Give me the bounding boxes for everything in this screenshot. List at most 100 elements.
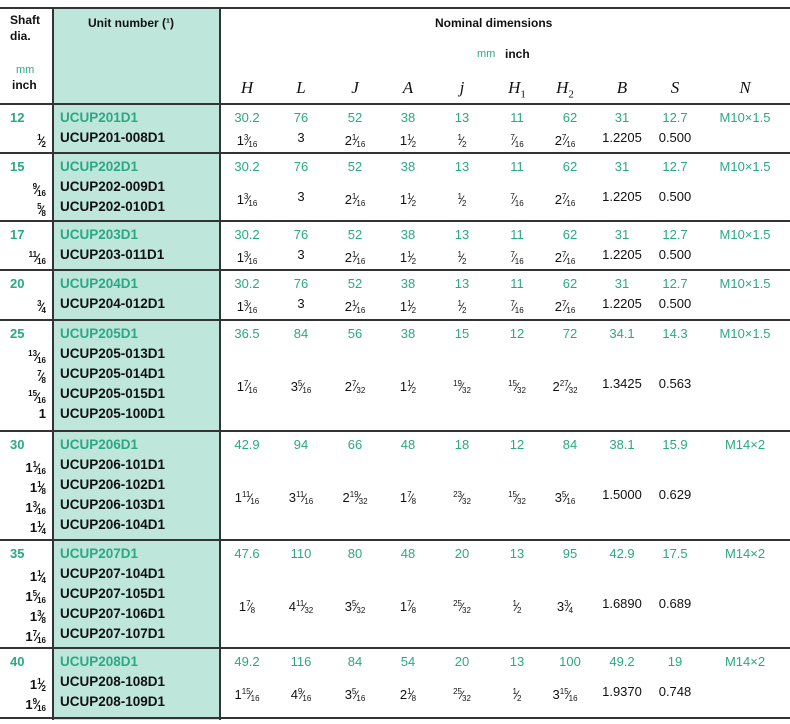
unit-number: UCUP202-009D1 <box>60 179 166 194</box>
dimension-mm-j: 20 <box>454 546 470 561</box>
dimension-inch-l: 411⁄32 <box>288 599 314 615</box>
dimension-inch-h: 13⁄16 <box>236 133 258 149</box>
shaft-dia-inch: 13⁄8 <box>29 609 46 625</box>
dimension-mm-h: 30.2 <box>234 159 260 174</box>
dimension-mm-a: 38 <box>400 227 416 242</box>
dimension-mm-l: 76 <box>293 159 309 174</box>
table-row-group: 15 9⁄16 5⁄8 UCUP202D1 UCUP202-009D1 UCUP202-0… <box>0 153 790 222</box>
dimension-inch-a: 11⁄2 <box>399 192 417 208</box>
dimension-mm-n: M14×2 <box>724 437 766 452</box>
nominal-dimensions-header: Nominal dimensions <box>435 16 553 30</box>
nominal-inch-unit: inch <box>505 47 530 61</box>
dimension-inch-b: 1.6890 <box>602 596 642 611</box>
dimension-mm-j: 52 <box>347 276 363 291</box>
dimension-inch-h2: 27⁄16 <box>554 192 576 208</box>
dimension-inch-h1: 7⁄16 <box>510 192 524 208</box>
shaft-dia-inch: 1 <box>38 406 46 421</box>
dimension-inch-h: 115⁄16 <box>234 687 260 703</box>
column-header-h1: H1 <box>508 78 526 101</box>
column-header-j: j <box>459 78 465 97</box>
dimension-inch-b: 1.2205 <box>602 130 642 145</box>
shaft-dia-mm: 12 <box>10 110 25 125</box>
dimension-mm-h1: 12 <box>509 326 525 341</box>
dimension-mm-h2: 62 <box>562 227 578 242</box>
dimension-mm-a: 48 <box>400 546 416 561</box>
dimension-inch-a: 11⁄2 <box>399 250 417 266</box>
dimension-mm-a: 38 <box>400 159 416 174</box>
dimension-inch-s: 0.629 <box>658 487 692 502</box>
dimension-inch-j: 21⁄16 <box>344 192 366 208</box>
unit-number: UCUP203-011D1 <box>60 247 165 262</box>
dimension-mm-s: 12.7 <box>662 159 688 174</box>
dimension-mm-l: 116 <box>290 654 312 669</box>
dimension-inch-s: 0.748 <box>658 684 692 699</box>
shaft-dia-mm: 25 <box>10 326 25 341</box>
unit-number: UCUP207-107D1 <box>60 626 166 641</box>
dimension-inch-h1: 7⁄16 <box>510 299 524 315</box>
dimension-mm-a: 54 <box>400 654 416 669</box>
dimension-mm-j: 52 <box>347 227 363 242</box>
dimension-mm-j: 84 <box>347 654 363 669</box>
dimension-mm-s: 15.9 <box>662 437 688 452</box>
dimension-mm-a: 38 <box>400 110 416 125</box>
dimension-inch-h1: 1⁄2 <box>512 687 522 703</box>
dimension-inch-h1: 7⁄16 <box>510 250 524 266</box>
dimension-inch-a: 21⁄8 <box>399 687 417 703</box>
column-divider <box>52 8 54 720</box>
dimension-mm-h: 30.2 <box>234 276 260 291</box>
dimension-inch-h1: 15⁄32 <box>508 490 526 506</box>
unit-number: UCUP202D1 <box>60 159 139 174</box>
unit-number-header: Unit number (¹) <box>88 16 174 30</box>
shaft-dia-mm: 17 <box>10 227 25 242</box>
dimension-inch-a: 17⁄8 <box>399 599 417 615</box>
dimension-mm-h2: 62 <box>562 276 578 291</box>
dimension-mm-h1: 11 <box>510 159 524 174</box>
dimension-mm-b: 49.2 <box>609 654 635 669</box>
dimension-mm-l: 94 <box>293 437 309 452</box>
dimension-mm-h1: 11 <box>510 276 524 291</box>
unit-number: UCUP206D1 <box>60 437 139 452</box>
dimension-inch-j: 219⁄32 <box>342 490 368 506</box>
shaft-dia-mm: 40 <box>10 654 25 669</box>
dimension-mm-j: 18 <box>454 437 470 452</box>
table-top-rule <box>0 7 790 9</box>
dimension-mm-h1: 13 <box>509 546 525 561</box>
dimension-mm-h: 30.2 <box>234 227 260 242</box>
dimension-inch-j: 35⁄16 <box>344 687 366 703</box>
dimension-inch-j: 1⁄2 <box>457 192 467 208</box>
dimension-inch-b: 1.9370 <box>602 684 642 699</box>
dimension-mm-j: 13 <box>454 110 470 125</box>
dimension-inch-l: 49⁄16 <box>290 687 312 703</box>
dimension-inch-j: 21⁄16 <box>344 299 366 315</box>
dimension-inch-h2: 33⁄4 <box>556 599 574 615</box>
unit-number: UCUP204D1 <box>60 276 139 291</box>
dimension-inch-h: 17⁄16 <box>236 379 258 395</box>
dimension-inch-h2: 27⁄16 <box>554 250 576 266</box>
dimension-mm-h2: 72 <box>562 326 578 341</box>
row-rule <box>0 647 790 649</box>
column-header-l: L <box>296 78 306 97</box>
unit-number: UCUP206-104D1 <box>60 517 166 532</box>
table-row-group: 20 3⁄4 UCUP204D1 UCUP204-012D1 30.2 76 52 38 13 1… <box>0 270 790 321</box>
unit-number: UCUP205-015D1 <box>60 386 166 401</box>
shaft-dia-inch: 15⁄16 <box>28 389 46 405</box>
dimension-inch-j: 1⁄2 <box>457 250 467 266</box>
unit-number: UCUP205-013D1 <box>60 346 166 361</box>
dimension-inch-j: 25⁄32 <box>453 599 471 615</box>
unit-number: UCUP205D1 <box>60 326 139 341</box>
dimension-inch-s: 0.500 <box>658 130 692 145</box>
dimension-inch-b: 1.2205 <box>602 189 642 204</box>
shaft-dia-inch: 1⁄2 <box>37 133 46 149</box>
dimension-inch-s: 0.563 <box>658 376 692 391</box>
unit-number: UCUP205-100D1 <box>60 406 166 421</box>
dimension-mm-j: 52 <box>347 159 363 174</box>
unit-number: UCUP207-106D1 <box>60 606 166 621</box>
row-rule <box>0 220 790 222</box>
dimension-mm-n: M10×1.5 <box>719 159 771 174</box>
dimension-mm-s: 12.7 <box>662 110 688 125</box>
dimension-mm-j: 20 <box>454 654 470 669</box>
dimension-inch-j: 1⁄2 <box>457 133 467 149</box>
shaft-mm-unit: mm <box>16 64 35 76</box>
unit-number: UCUP208-108D1 <box>60 674 166 689</box>
